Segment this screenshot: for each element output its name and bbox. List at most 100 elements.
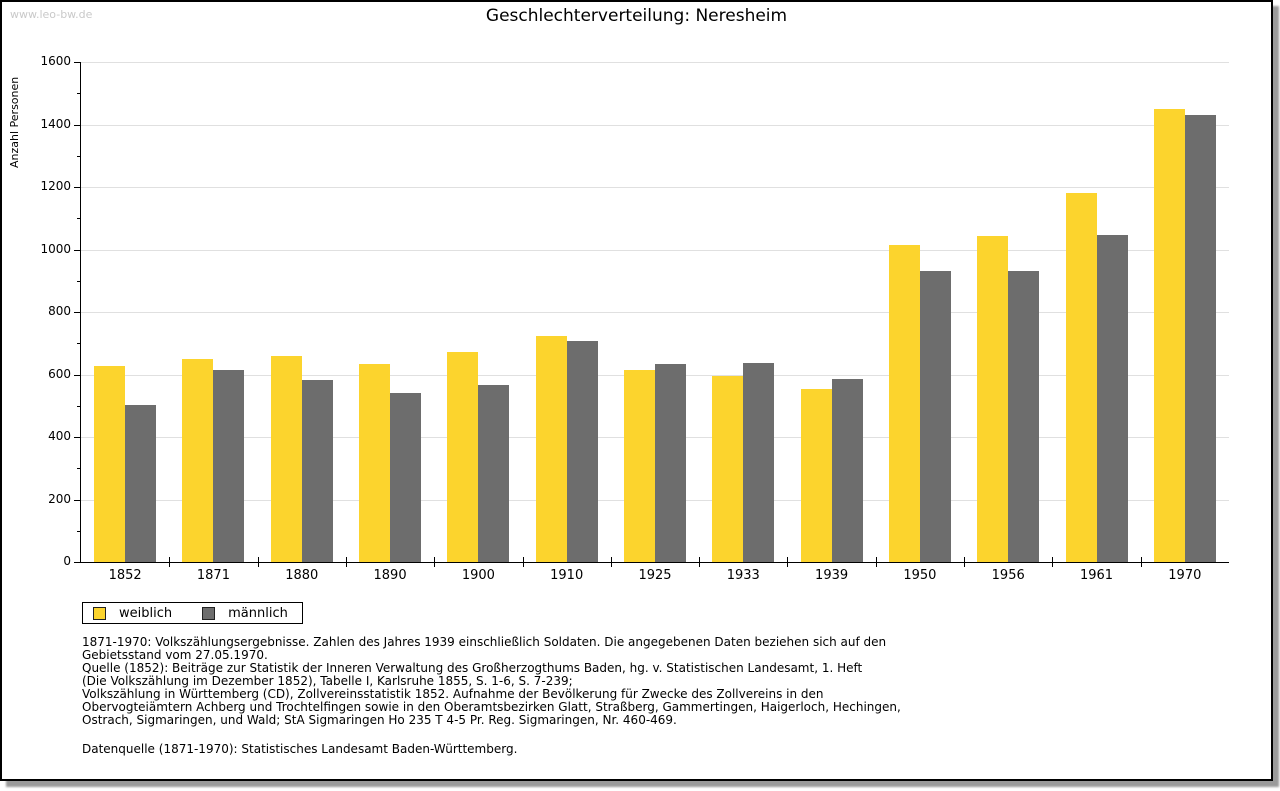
bar-1852-männlich <box>125 404 157 562</box>
footnotes: 1871-1970: Volkszählungsergebnisse. Zahl… <box>82 636 901 727</box>
y-axis-tick-label: 1200 <box>40 179 71 193</box>
x-axis-boundary-tick <box>1052 557 1054 567</box>
footnote-line: Quelle (1852): Beiträge zur Statistik de… <box>82 661 863 675</box>
footnote-line: Obervogteiämtern Achberg und Trochtelfin… <box>82 700 901 714</box>
bar-1950-weiblich <box>888 245 920 562</box>
bar-1950-männlich <box>919 271 951 562</box>
x-axis-boundary-tick <box>522 557 524 567</box>
bar-1900-weiblich <box>447 352 479 562</box>
bar-1939-weiblich <box>800 388 832 562</box>
gridline <box>81 124 1229 126</box>
bar-1880-weiblich <box>270 356 302 562</box>
bar-1961-weiblich <box>1065 192 1097 562</box>
y-axis-tick-label: 600 <box>48 366 71 381</box>
y-axis-major-tick <box>74 124 81 126</box>
x-axis-boundary-tick <box>610 557 612 567</box>
bar-1852-weiblich <box>94 366 126 562</box>
y-axis-major-tick <box>74 499 81 501</box>
gridline <box>81 187 1229 188</box>
bar-1900-männlich <box>478 385 510 562</box>
y-axis-minor-tick <box>77 218 81 220</box>
y-axis-major-tick <box>74 312 81 313</box>
legend-swatch-männlich <box>202 606 216 620</box>
x-axis-boundary-tick <box>434 557 436 567</box>
plot-area: 0 200 400 600 800 1000 1200 1400 1600 1852 1871 188… <box>40 54 1229 583</box>
y-axis-tick-label: 200 <box>48 491 71 506</box>
y-axis-tick-label: 400 <box>48 429 71 443</box>
bar-1956-männlich <box>1008 271 1040 562</box>
y-axis-major-tick <box>74 437 81 438</box>
watermark-text: www.leo-bw.de <box>10 8 93 21</box>
gridline <box>81 312 1229 313</box>
x-axis-tick-label: 1890 <box>373 568 407 583</box>
y-axis-tick-label: 1600 <box>40 54 71 68</box>
y-axis-tick-label: 1000 <box>40 241 71 256</box>
x-axis-tick-label: 1970 <box>1168 568 1202 583</box>
x-axis-boundary-tick <box>875 557 877 567</box>
bar-1890-männlich <box>390 392 422 562</box>
y-axis-tick-label: 800 <box>48 304 71 318</box>
x-axis-tick-label: 1871 <box>196 568 230 583</box>
legend-label: männlich <box>228 605 288 621</box>
x-axis-tick-label: 1933 <box>726 568 760 583</box>
y-axis-major-tick <box>74 249 81 251</box>
x-axis-tick-label: 1950 <box>903 568 937 583</box>
x-axis-tick-label: 1925 <box>638 568 672 583</box>
y-axis-minor-tick <box>77 405 81 407</box>
gridline <box>81 249 1229 251</box>
y-axis-minor-tick <box>77 155 81 157</box>
x-axis-tick-label: 1956 <box>991 568 1025 583</box>
x-axis-boundary-tick <box>964 557 966 567</box>
y-axis-minor-tick <box>77 280 81 282</box>
footnote-line: Volkszählung in Württemberg (CD), Zollve… <box>82 687 824 701</box>
x-axis-boundary-tick <box>1140 557 1142 567</box>
gridline <box>81 62 1229 63</box>
y-axis-tick-label: 1400 <box>40 116 71 131</box>
y-axis-major-tick <box>74 62 81 63</box>
bar-1925-weiblich <box>624 370 655 562</box>
footnote-line: (Die Volkszählung im Dezember 1852), Tab… <box>82 674 573 688</box>
y-axis-major-tick <box>74 187 81 188</box>
y-axis-tick-label: 0 <box>63 554 71 568</box>
footnote-line: 1871-1970: Volkszählungsergebnisse. Zahl… <box>82 635 887 649</box>
bar-1890-weiblich <box>359 363 391 562</box>
bar-1871-männlich <box>213 370 245 562</box>
bar-1939-männlich <box>831 378 863 562</box>
x-axis-tick-label: 1939 <box>815 568 849 583</box>
bar-1970-weiblich <box>1153 108 1185 562</box>
legend-label: weiblich <box>119 605 173 621</box>
bar-1970-männlich <box>1184 114 1216 562</box>
y-axis-minor-tick <box>77 93 81 95</box>
footnote-line: Ostrach, Sigmaringen, und Wald; StA Sigm… <box>82 713 677 727</box>
x-axis-tick-label: 1900 <box>461 568 495 583</box>
y-axis-major-tick <box>74 562 81 563</box>
legend-item: männlich <box>202 606 288 621</box>
x-axis-tick-label: 1961 <box>1079 568 1114 583</box>
x-axis-tick-label: 1910 <box>550 568 584 583</box>
y-axis-major-tick <box>74 374 81 376</box>
y-axis-minor-tick <box>77 468 81 470</box>
y-axis-minor-tick <box>77 343 81 345</box>
bar-1910-männlich <box>566 340 598 562</box>
x-axis-tick-label: 1880 <box>285 568 319 583</box>
bar-1910-weiblich <box>535 335 567 562</box>
legend-swatch-weiblich <box>93 606 106 620</box>
bar-1880-männlich <box>301 379 333 562</box>
x-axis-boundary-tick <box>787 557 789 567</box>
legend: weiblich männlich <box>82 602 303 624</box>
x-axis-boundary-tick <box>257 557 259 567</box>
chart-title: Geschlechterverteilung: Neresheim <box>485 6 788 26</box>
footnote-line: Gebietsstand vom 27.05.1970. <box>82 648 268 662</box>
bar-1961-männlich <box>1096 235 1128 562</box>
bar-1933-weiblich <box>712 375 744 562</box>
y-axis-minor-tick <box>77 530 81 532</box>
bar-1956-weiblich <box>977 236 1009 562</box>
datasource-line: Datenquelle (1871-1970): Statistisches L… <box>82 742 518 756</box>
bar-1933-männlich <box>743 362 775 562</box>
bar-1925-männlich <box>655 363 686 562</box>
bar-1871-weiblich <box>182 358 214 562</box>
x-axis-tick-label: 1852 <box>108 568 142 583</box>
x-axis-boundary-tick <box>169 557 171 567</box>
x-axis-boundary-tick <box>345 557 347 567</box>
